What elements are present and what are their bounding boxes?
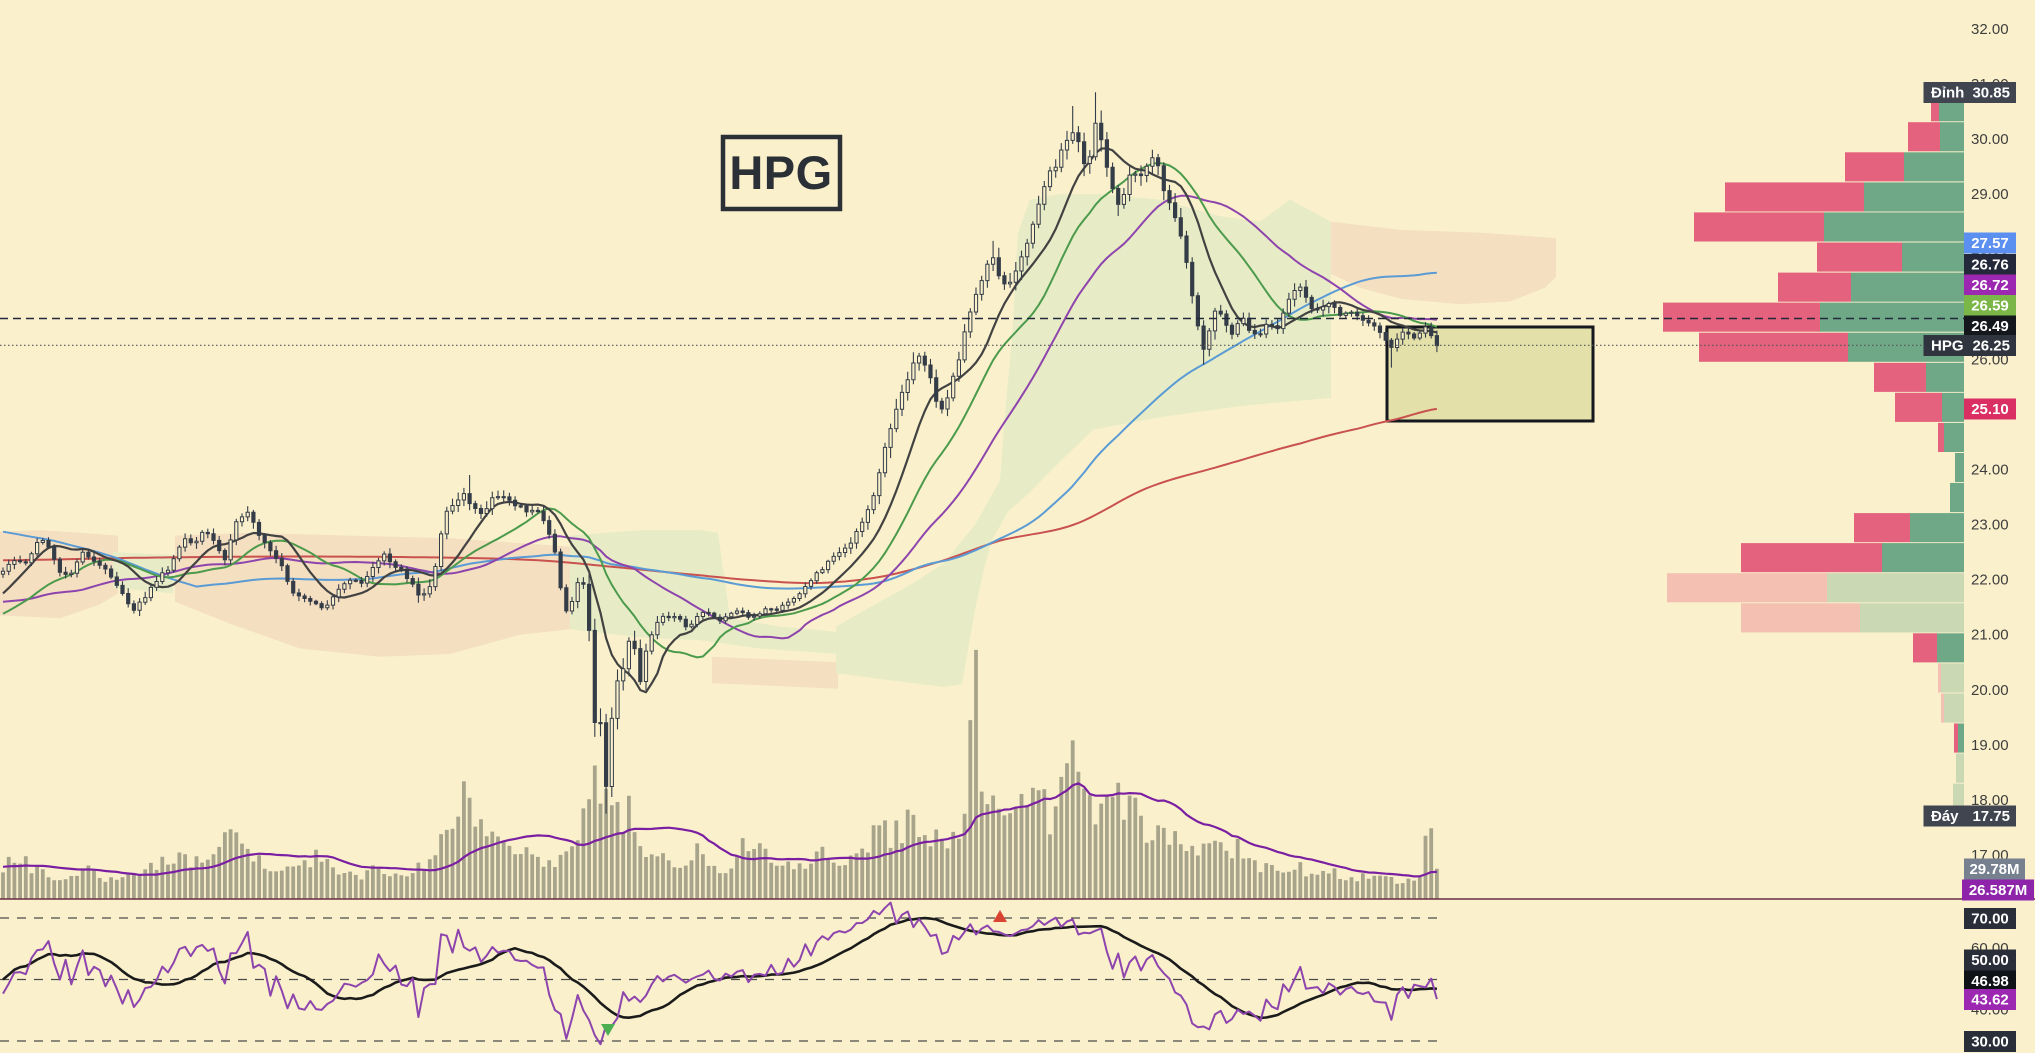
svg-text:50.00: 50.00 (1971, 952, 2009, 969)
svg-text:26.587M: 26.587M (1969, 882, 2027, 899)
svg-text:43.62: 43.62 (1971, 992, 2009, 1009)
svg-text:HPG: HPG (1931, 338, 1964, 355)
svg-text:24.00: 24.00 (1971, 462, 2009, 479)
svg-text:26.59: 26.59 (1971, 298, 2009, 315)
svg-text:27.57: 27.57 (1971, 235, 2009, 252)
svg-text:70.00: 70.00 (1971, 911, 2009, 928)
svg-text:29.00: 29.00 (1971, 186, 2009, 203)
svg-text:23.00: 23.00 (1971, 517, 2009, 534)
svg-text:17.75: 17.75 (1972, 808, 2010, 825)
svg-text:25.10: 25.10 (1971, 401, 2009, 418)
svg-text:22.00: 22.00 (1971, 572, 2009, 589)
svg-text:26.49: 26.49 (1971, 318, 2009, 335)
svg-text:26.25: 26.25 (1972, 338, 2010, 355)
svg-text:30.00: 30.00 (1971, 1034, 2009, 1051)
svg-text:30.85: 30.85 (1972, 85, 2010, 102)
svg-text:29.78M: 29.78M (1969, 861, 2019, 878)
svg-text:20.00: 20.00 (1971, 682, 2009, 699)
svg-text:26.72: 26.72 (1971, 277, 2009, 294)
svg-text:Đỉnh: Đỉnh (1931, 85, 1964, 102)
svg-text:32.00: 32.00 (1971, 21, 2009, 38)
svg-text:21.00: 21.00 (1971, 627, 2009, 644)
svg-text:HPG: HPG (729, 146, 832, 199)
svg-text:30.00: 30.00 (1971, 131, 2009, 148)
svg-text:Đáy: Đáy (1931, 808, 1959, 825)
svg-text:26.76: 26.76 (1971, 257, 2009, 274)
svg-text:19.00: 19.00 (1971, 737, 2009, 754)
svg-text:18.00: 18.00 (1971, 792, 2009, 809)
svg-text:46.98: 46.98 (1971, 973, 2009, 990)
